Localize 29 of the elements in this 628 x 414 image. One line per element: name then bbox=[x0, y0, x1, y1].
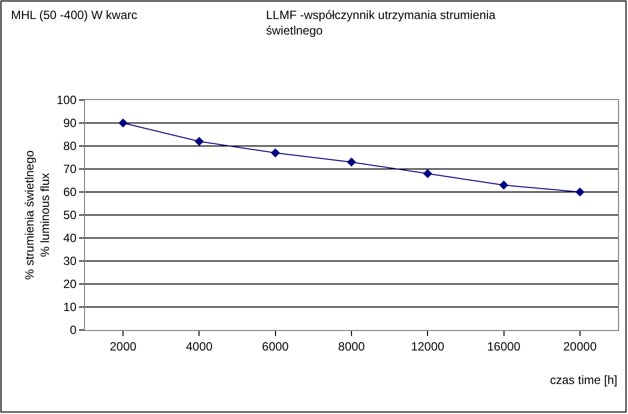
point bbox=[575, 187, 584, 197]
x-tick-label: 12000 bbox=[410, 339, 445, 354]
point bbox=[194, 136, 204, 146]
x-axis-title: czas time [h] bbox=[550, 373, 618, 387]
y-tick-label: 50 bbox=[63, 208, 77, 222]
point bbox=[423, 169, 432, 178]
y-tick-label: 70 bbox=[63, 162, 77, 176]
point bbox=[346, 158, 356, 167]
y-tick-label: 90 bbox=[63, 116, 77, 130]
y-tick-label: 0 bbox=[70, 323, 77, 338]
y-tick-label: 100 bbox=[56, 93, 77, 108]
x-tick-label: 20000 bbox=[563, 339, 597, 354]
point bbox=[118, 118, 128, 128]
x-tick-label: 8000 bbox=[338, 339, 366, 354]
x-tick-label: 4000 bbox=[186, 339, 213, 354]
point bbox=[499, 180, 508, 190]
point bbox=[270, 148, 280, 158]
y-axis-title: % strumienia świetlnego % luminous flux bbox=[22, 150, 52, 280]
y-tick-label: 40 bbox=[63, 231, 77, 246]
y-tick-label: 80 bbox=[63, 139, 77, 154]
x-tick-label: 16000 bbox=[487, 339, 521, 354]
y-tick-label: 10 bbox=[63, 300, 77, 314]
chart-title: MHL (50 -400) W kwarc bbox=[11, 8, 138, 22]
x-tick-label: 2000 bbox=[110, 339, 137, 354]
chart-subtitle: LLMF -współczynnik utrzymania strumienia świetlnego bbox=[266, 8, 496, 38]
y-tick-label: 20 bbox=[63, 277, 77, 292]
x-tick-label: 6000 bbox=[262, 339, 290, 354]
y-tick-label: 30 bbox=[63, 254, 77, 268]
y-tick-label: 60 bbox=[63, 185, 77, 200]
